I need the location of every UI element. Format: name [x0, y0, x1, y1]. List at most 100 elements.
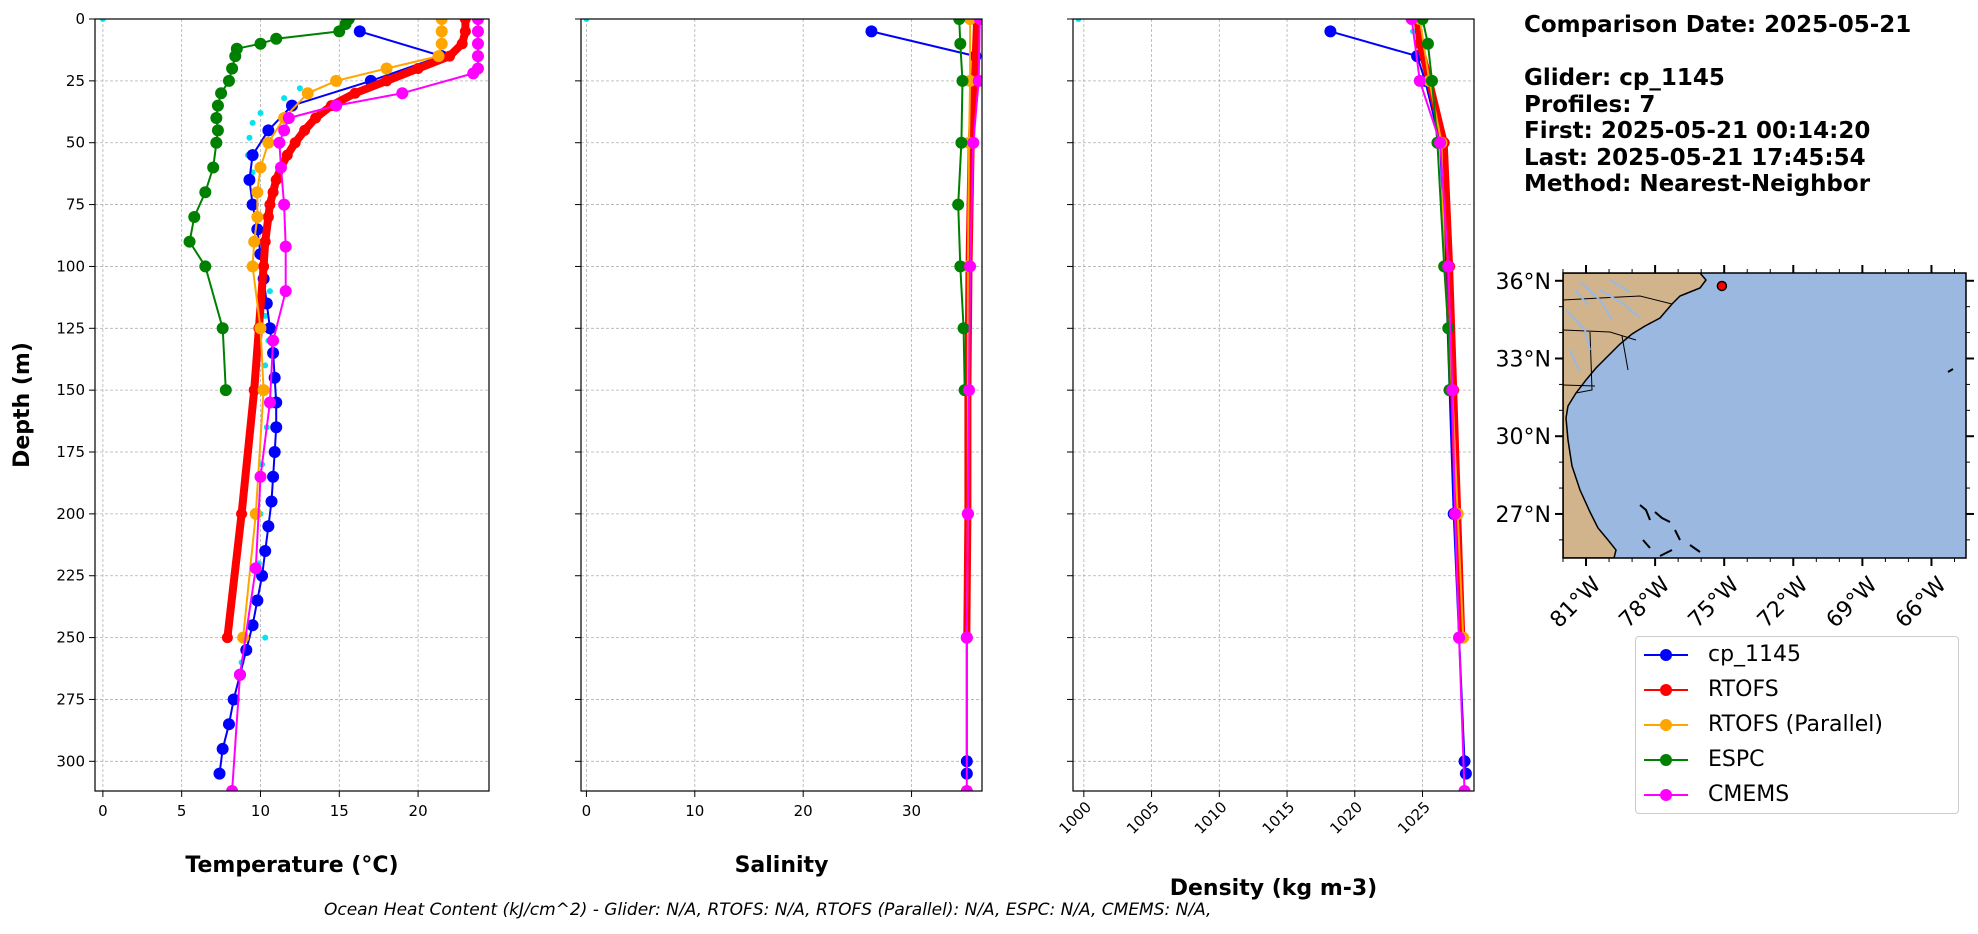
series-point-cmems	[1453, 631, 1466, 644]
series-point-cp-1145	[1458, 755, 1471, 768]
y-tick-label: 250	[56, 629, 85, 647]
x-tick-label: 30	[902, 802, 921, 820]
series-point-cp-1145	[265, 495, 278, 508]
legend: cp_1145 RTOFS RTOFS (Parallel) ESPC CMEM…	[1635, 636, 1959, 814]
y-tick-label: 125	[56, 319, 85, 337]
series-point-rtofs	[281, 149, 293, 161]
y-tick-label: 25	[66, 72, 85, 90]
series-point-cp-1145	[251, 594, 264, 607]
series-point-espc	[1426, 74, 1439, 87]
legend-item-espc: ESPC	[1636, 742, 1958, 777]
series-point-cp-1145	[865, 25, 878, 38]
profile-scatter-point	[249, 119, 256, 126]
legend-marker-icon	[1660, 684, 1672, 696]
series-point-cmems	[471, 19, 484, 25]
x-tick-label: 20	[409, 802, 428, 820]
series-point-rtofs-parallel	[254, 322, 267, 335]
series-point-cp-1145	[262, 520, 275, 533]
profile-scatter-point	[246, 134, 253, 141]
series-point-rtofs-parallel	[432, 50, 445, 63]
series-point-rtofs	[412, 62, 424, 74]
legend-marker-icon	[1660, 789, 1672, 801]
y-tick-label: 100	[56, 257, 85, 275]
series-point-espc	[952, 198, 965, 211]
series-point-cp-1145	[263, 322, 276, 335]
legend-item-rtofs-parallel: RTOFS (Parallel)	[1636, 707, 1958, 742]
series-point-rtofs-parallel	[237, 631, 250, 644]
series-point-espc	[270, 32, 283, 45]
series-point-cp-1145	[268, 446, 281, 459]
series-point-rtofs	[459, 19, 471, 25]
series-point-cp-1145	[216, 742, 229, 755]
series-point-cmems	[960, 785, 973, 791]
series-point-espc	[211, 99, 224, 112]
series-point-rtofs	[221, 632, 233, 644]
series-point-cmems	[961, 507, 974, 520]
series-point-cmems	[962, 384, 975, 397]
profile-scatter-point	[266, 288, 273, 295]
series-point-cp-1145	[259, 544, 272, 557]
series-point-rtofs-parallel	[435, 37, 448, 50]
glider-location-marker	[1716, 280, 1728, 292]
series-point-cp-1145	[246, 619, 259, 632]
map-lon-label: 78°W	[1615, 572, 1676, 633]
series-point-rtofs-parallel	[330, 74, 343, 87]
series-point-espc	[333, 25, 346, 38]
series-point-cp-1145	[213, 767, 226, 780]
y-tick-label: 0	[75, 10, 85, 28]
method: Method: Nearest-Neighbor	[1524, 171, 1871, 197]
series-point-espc	[207, 161, 220, 174]
series-point-cmems	[249, 562, 262, 575]
legend-label: RTOFS (Parallel)	[1708, 712, 1883, 737]
series-point-cp-1145	[1459, 767, 1472, 780]
series-point-espc	[215, 87, 228, 100]
gridlines	[95, 18, 489, 791]
inset-map: 36°N 33°N 30°N 27°N 81°W 78°W 75°W 72°W 69°W 66°W	[1496, 265, 1974, 633]
map-lat-label: 33°N	[1496, 348, 1551, 373]
series-point-rtofs-parallel	[246, 260, 259, 273]
series-point-rtofs	[270, 174, 282, 186]
series-group	[99, 19, 484, 791]
series-point-rtofs	[381, 75, 393, 87]
panel-1: 0 5 10 15 2002550751001251501752002252502753…	[10, 10, 490, 878]
series-point-cmems	[471, 50, 484, 63]
series-point-cmems	[1458, 785, 1471, 791]
x-axis-label: Salinity	[735, 853, 829, 878]
y-tick-label: 200	[56, 505, 85, 523]
series-point-cmems	[278, 198, 291, 211]
series-point-cmems	[1442, 260, 1455, 273]
series-point-espc	[210, 111, 223, 124]
series-point-espc	[219, 384, 232, 397]
series-point-rtofs-parallel	[380, 62, 393, 75]
map-lon-label: 75°W	[1684, 572, 1745, 633]
series-point-cmems	[1446, 384, 1459, 397]
map-lon-label: 66°W	[1891, 572, 1952, 633]
axes-frame	[94, 18, 490, 792]
series-point-cp-1145	[243, 173, 256, 186]
series-point-espc	[1442, 322, 1455, 335]
series-point-espc	[957, 322, 970, 335]
map-land-southeast-us	[1563, 273, 1707, 558]
x-tick-label: 10	[685, 802, 704, 820]
panel-3: 1000 1005 1010 1015 1020 1025 Density (kg m-3)	[1055, 18, 1475, 901]
series-point-espc	[229, 50, 242, 63]
series-point-cmems	[263, 396, 276, 409]
series-point-rtofs	[258, 260, 270, 272]
map-lon-label: 72°W	[1753, 572, 1814, 633]
series-point-espc	[954, 37, 967, 50]
map-state-borders	[1563, 295, 1673, 394]
legend-item-cp-1145: cp_1145	[1636, 637, 1958, 672]
series-point-cp-1145	[246, 149, 259, 162]
series-point-espc	[1416, 19, 1429, 25]
series-point-rtofs-parallel	[251, 186, 264, 199]
series-point-cmems	[274, 161, 287, 174]
x-tick-label: 1010	[1191, 798, 1231, 838]
series-point-espc	[199, 260, 212, 273]
series-point-cmems	[471, 37, 484, 50]
series-point-cmems	[1434, 136, 1447, 149]
series-point-cmems	[471, 25, 484, 38]
info-panel: Comparison Date: 2025-05-21 Glider: cp_1…	[1524, 12, 1911, 198]
series-point-cmems	[964, 260, 977, 273]
profile-scatter-point	[1075, 19, 1082, 22]
